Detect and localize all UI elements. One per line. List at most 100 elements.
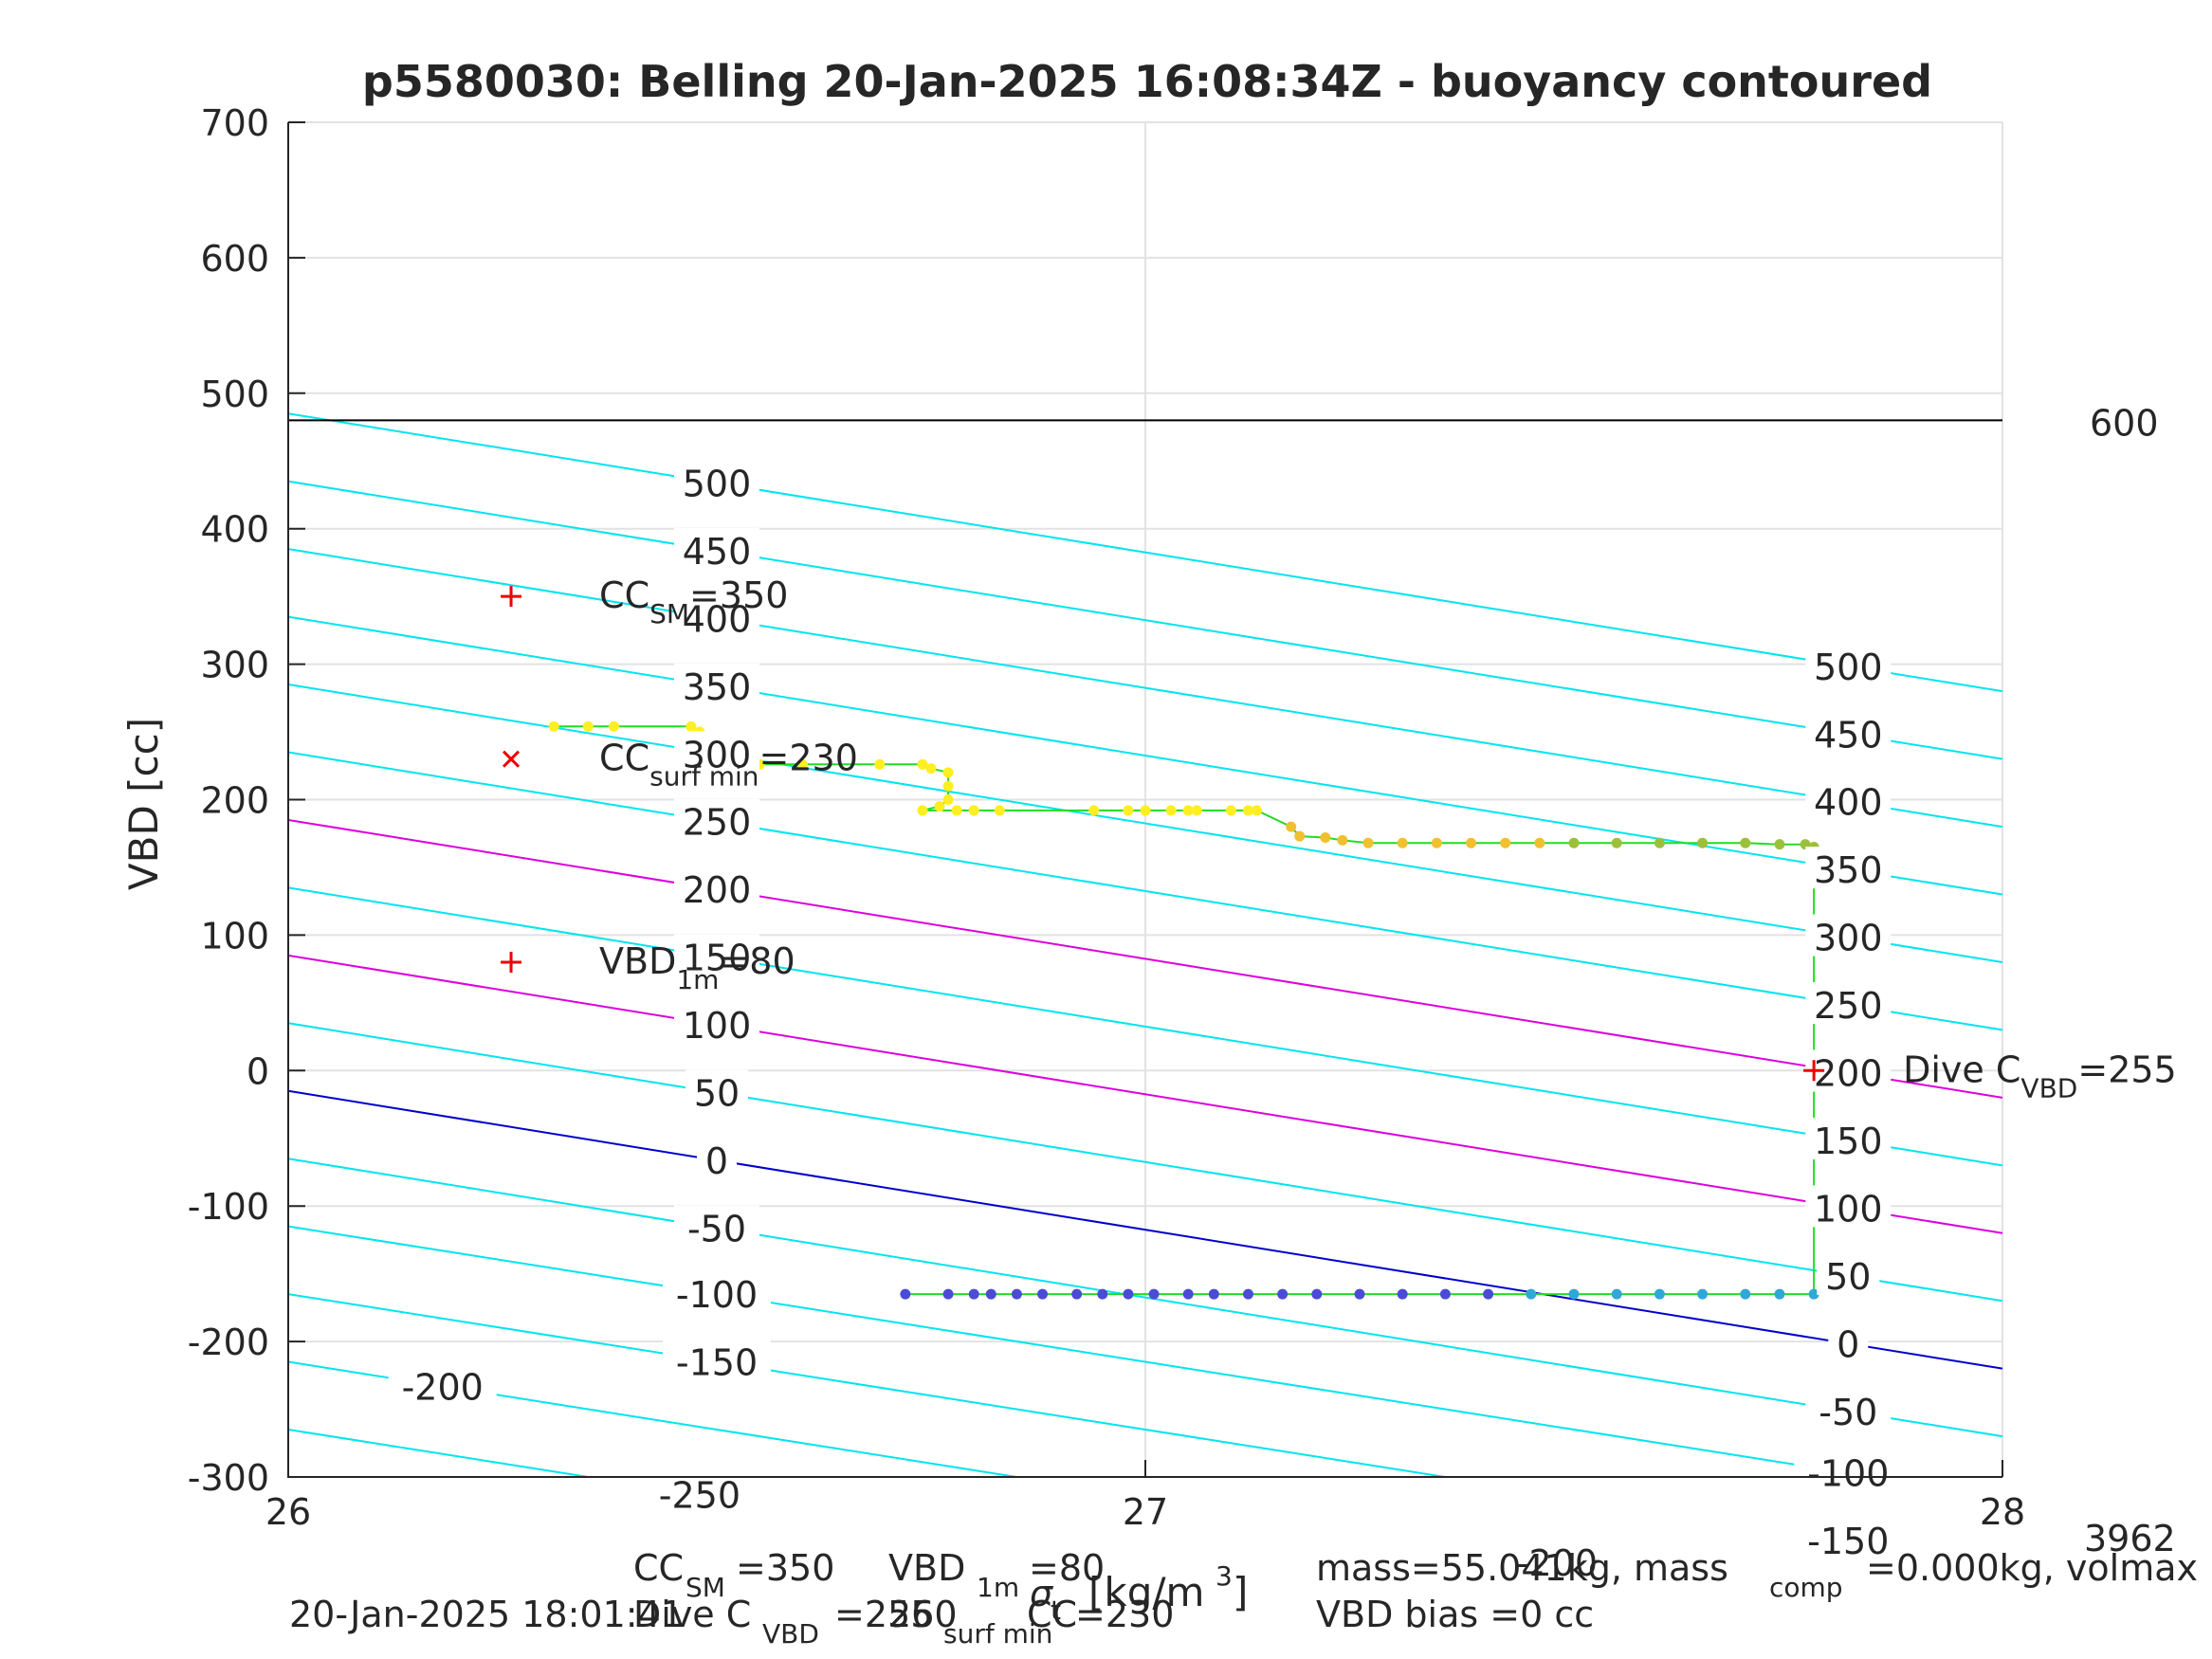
contour-line (288, 684, 2002, 963)
marker-plus (501, 586, 522, 608)
data-point (1774, 1288, 1785, 1300)
data-point (874, 758, 886, 770)
contour-label-bg (674, 798, 759, 841)
contour-label-bg (1794, 1518, 1903, 1560)
contour-label-bg (1805, 1388, 1892, 1431)
footer-cc-sm-value: =350 (736, 1547, 834, 1589)
right-corner-label: 3962 (2084, 1518, 2176, 1559)
footer-cc-surf-min-value: =230 (1075, 1594, 1174, 1635)
data-point (1320, 832, 1331, 844)
contour-label: 400 (683, 598, 752, 640)
contour-label-bg (663, 1339, 771, 1381)
x-axis-label-subscript: t (1051, 1595, 1061, 1626)
footer-dive-c-vbd-value: =255 (834, 1594, 933, 1635)
contour-label-bg (1805, 982, 1892, 1025)
contour-line (288, 480, 2002, 760)
footer-annotations: 20-Jan-2025 18:01:41 CC SM =350 VBD 1m =… (289, 1547, 2198, 1650)
contour-line (288, 1428, 594, 1477)
footer-overlap-value: 260 (888, 1594, 958, 1635)
contour-label-bg (1502, 1540, 1611, 1582)
contour-line-highlight (288, 954, 2002, 1234)
x-tick-label: 26 (265, 1491, 311, 1533)
footer-dive-c-vbd-subscript: VBD (762, 1618, 819, 1650)
x-axis-label-unit: [kg/m (1088, 1569, 1204, 1615)
contour-line (288, 1293, 1452, 1477)
data-point (1165, 805, 1177, 816)
annotation-markers: CCSM=350 CCsurf min=230 VBD1m=80 Dive CVBD=… (501, 574, 2177, 1103)
data-point (968, 1288, 979, 1300)
marker-cross (502, 750, 521, 768)
contour-label-bg (1805, 914, 1892, 957)
contour-label: 0 (1837, 1323, 1859, 1365)
y-tick-label: 400 (200, 509, 269, 551)
data-point (1534, 837, 1545, 848)
data-point (1277, 1288, 1289, 1300)
data-point (1242, 1288, 1253, 1300)
footer-mass-comp-value: =0.000kg, volmax (1866, 1547, 2198, 1589)
data-point (1611, 1288, 1622, 1300)
data-point (1286, 821, 1297, 832)
data-point (1740, 837, 1751, 848)
data-point (942, 780, 954, 792)
data-point (985, 1288, 996, 1300)
data-point (1337, 834, 1348, 846)
contour-label-bg (674, 663, 759, 705)
contour-line (288, 548, 2002, 829)
data-point (1225, 805, 1236, 816)
contour-label: 300 (683, 734, 752, 775)
footer-cc-surf-min-subscript: surf min (943, 1618, 1052, 1650)
contour-label-bg (674, 1205, 759, 1248)
contour-label: -50 (687, 1208, 746, 1249)
data-point (1526, 1288, 1537, 1300)
data-point (1182, 805, 1194, 816)
data-point (925, 763, 937, 775)
contour-label: 200 (1814, 1053, 1883, 1095)
contour-label-bg (1805, 1185, 1892, 1228)
data-point (686, 720, 697, 732)
contour-label-bg (1794, 1449, 1903, 1492)
data-point (609, 720, 620, 732)
marker-label: Dive CVBD=255 (1903, 1048, 2177, 1103)
contour-line (288, 412, 2002, 693)
contour-label: -100 (676, 1274, 758, 1316)
data-point (951, 805, 962, 816)
y-tick-label: 600 (200, 238, 269, 280)
contour-label: 250 (683, 802, 752, 844)
footer-mass: mass=55.041kg, mass (1316, 1547, 1728, 1589)
contour-label: 500 (683, 463, 752, 504)
data-point (1191, 805, 1202, 816)
contour-label: -200 (402, 1366, 484, 1408)
y-tick-label: -100 (188, 1186, 269, 1228)
marker-plus (501, 951, 522, 973)
marker-plus (1803, 1060, 1825, 1082)
contour-label-bg (1828, 1321, 1869, 1363)
contour-label-bg (1805, 643, 1892, 685)
data-point (1011, 1288, 1022, 1300)
data-point (1439, 1288, 1451, 1300)
contour-label: 50 (1825, 1256, 1871, 1298)
contour-label: 450 (683, 531, 752, 573)
footer-dive-c-vbd: Dive C (633, 1594, 751, 1635)
contour-label: 400 (1814, 782, 1883, 824)
contour-label-bg (674, 866, 759, 909)
contour-label-bg (674, 527, 759, 570)
data-point (1697, 837, 1709, 848)
reference-line-label: 600 (2090, 402, 2159, 444)
data-point (942, 1288, 954, 1300)
contour-label-bg (645, 1471, 754, 1514)
data-point (1808, 1288, 1819, 1300)
data-point (1697, 1288, 1709, 1300)
data-point (1242, 805, 1253, 816)
data-point (1354, 1288, 1365, 1300)
data-point (1140, 805, 1151, 816)
footer-cc-sm: CC (633, 1547, 684, 1589)
contour-label: 350 (1814, 849, 1883, 891)
contour-label: -200 (1516, 1542, 1598, 1584)
data-point (900, 1288, 911, 1300)
contour-label-bg (674, 731, 759, 774)
data-point (1397, 837, 1408, 848)
contour-label-bg (1805, 847, 1892, 889)
